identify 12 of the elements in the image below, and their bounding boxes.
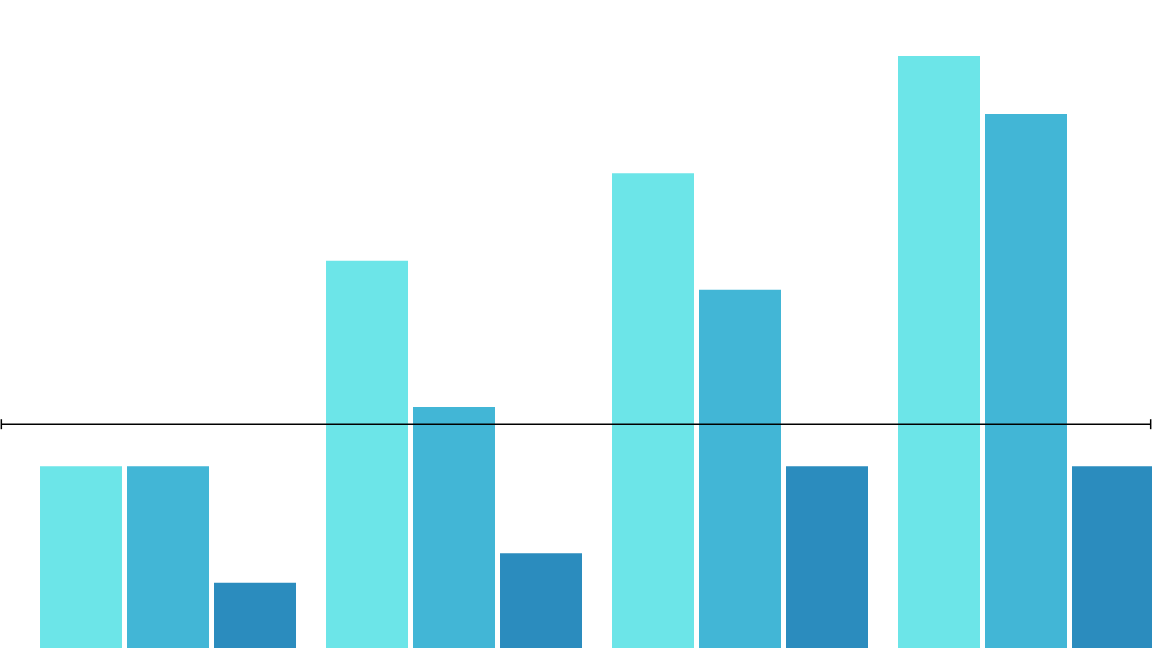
- bar: [127, 466, 210, 648]
- bar: [612, 173, 694, 648]
- bar: [40, 466, 123, 648]
- bar: [985, 114, 1067, 648]
- bar: [326, 260, 408, 648]
- bar: [699, 289, 781, 648]
- bar: [786, 466, 868, 648]
- bar: [1072, 466, 1152, 648]
- bar: [500, 553, 582, 648]
- bar: [413, 407, 495, 648]
- bar: [214, 582, 297, 648]
- bar: [898, 56, 980, 648]
